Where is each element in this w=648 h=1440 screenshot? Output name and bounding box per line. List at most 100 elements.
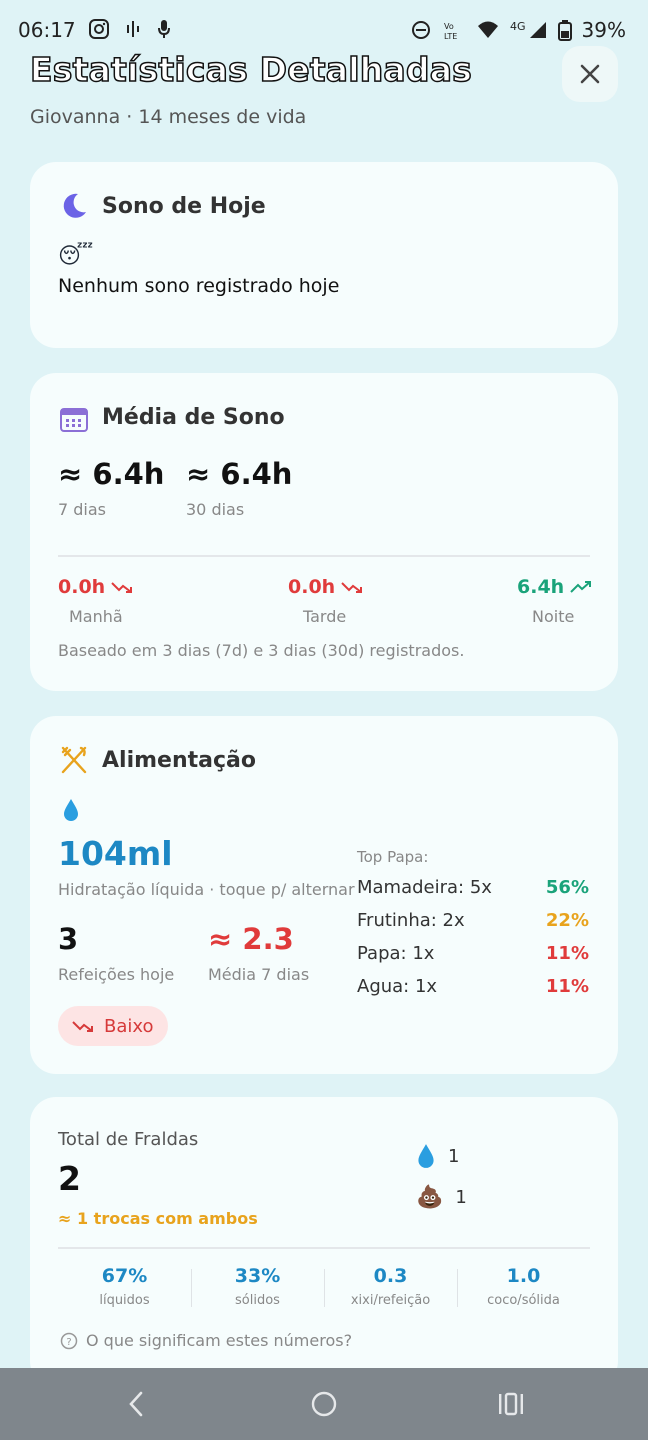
poop-count: 💩 1: [416, 1185, 467, 1210]
mic-icon: [158, 20, 170, 38]
help-link-label[interactable]: O que significam estes números?: [86, 1331, 353, 1350]
period-morning-hours: 0.0h: [58, 576, 106, 598]
svg-text:?: ?: [66, 1337, 71, 1348]
pee-count-value: 1: [448, 1145, 460, 1167]
top-food-pct: 11%: [545, 976, 589, 997]
svg-text:Vo: Vo: [444, 22, 454, 31]
meals-today-value: 3: [58, 922, 79, 956]
sleep-today-title: Sono de Hoje: [102, 194, 266, 219]
close-icon: [580, 64, 600, 84]
top-food-item: Agua: 1x 11%: [357, 976, 589, 997]
water-drop-icon: [64, 799, 78, 821]
diapers-total-value: 2: [58, 1159, 81, 1198]
top-food-item: Mamadeira: 5x 56%: [357, 877, 589, 898]
period-night-hours: 6.4h: [517, 576, 565, 598]
sleeping-emoji-icon: 😴: [58, 244, 94, 269]
dnd-icon: [412, 21, 431, 39]
trend-up-icon: [570, 581, 592, 593]
pee-count: 1: [416, 1143, 459, 1169]
stat-value: 67%: [101, 1265, 148, 1287]
meals-avg-label: Média 7 dias: [208, 965, 310, 984]
stat-pee-per-meal: 0.3 xixi/refeição: [324, 1265, 457, 1308]
stat-liquids: 67% líquidos: [58, 1265, 191, 1308]
status-badge-label: Baixo: [104, 1015, 154, 1037]
close-button[interactable]: [562, 46, 618, 102]
diapers-card: Total de Fraldas 2 ≈ 1 trocas com ambos …: [30, 1097, 618, 1387]
feeding-card: Alimentação 104ml Hidratação líquida · t…: [30, 716, 618, 1074]
page-subtitle: Giovanna · 14 meses de vida: [30, 106, 307, 128]
wifi-icon: [478, 21, 499, 38]
battery-percent: 39%: [581, 18, 626, 42]
status-time: 06:17: [18, 18, 76, 42]
avg-7d-label: 7 dias: [58, 500, 107, 519]
sleep-average-note: Baseado em 3 dias (7d) e 3 dias (30d) re…: [58, 641, 465, 660]
feeding-title: Alimentação: [102, 748, 256, 773]
period-night-value: 6.4h: [517, 576, 592, 598]
top-food-name: Frutinha: 2x: [357, 910, 465, 931]
meals-avg-value: ≈ 2.3: [208, 922, 294, 956]
top-foods-title: Top Papa:: [357, 848, 429, 866]
top-food-name: Mamadeira: 5x: [357, 877, 492, 898]
top-food-pct: 11%: [545, 943, 589, 964]
avg-7d-value: ≈ 6.4h: [58, 457, 165, 491]
stat-label: sólidos: [235, 1293, 280, 1308]
diapers-both-note: ≈ 1 trocas com ambos: [58, 1209, 258, 1228]
period-morning-label: Manhã: [69, 607, 123, 626]
avg-30d-value: ≈ 6.4h: [186, 457, 293, 491]
sleep-average-card: Média de Sono ≈ 6.4h 7 dias ≈ 6.4h 30 di…: [30, 373, 618, 691]
period-night-label: Noite: [532, 607, 575, 626]
calendar-icon: [60, 408, 88, 432]
divider: [58, 1247, 590, 1249]
moon-icon: [63, 193, 86, 218]
diapers-total-label: Total de Fraldas: [58, 1129, 199, 1150]
help-link[interactable]: ? O que significam estes números?: [60, 1331, 352, 1350]
recents-icon: [499, 1392, 523, 1416]
divider: [58, 555, 590, 557]
hydration-label[interactable]: Hidratação líquida · toque p/ alternar: [58, 880, 355, 899]
trend-down-icon: [72, 1021, 93, 1032]
stat-value: 33%: [234, 1265, 281, 1287]
poop-icon: 💩: [416, 1185, 444, 1210]
top-food-name: Agua: 1x: [357, 976, 438, 997]
poop-count-value: 1: [455, 1187, 467, 1208]
top-food-item: Frutinha: 2x 22%: [357, 910, 589, 931]
recents-button[interactable]: [493, 1386, 529, 1422]
trend-down-icon: [111, 582, 133, 593]
top-food-name: Papa: 1x: [357, 943, 435, 964]
sleep-average-title: Média de Sono: [102, 405, 285, 430]
hydration-value[interactable]: 104ml: [58, 834, 173, 873]
home-icon: [311, 1391, 337, 1417]
avg-30d-label: 30 dias: [186, 500, 245, 519]
top-food-item: Papa: 1x 11%: [357, 943, 589, 964]
period-afternoon-label: Tarde: [303, 607, 347, 626]
period-afternoon-hours: 0.0h: [288, 576, 336, 598]
trend-down-icon: [341, 582, 363, 593]
svg-text:LTE: LTE: [444, 32, 457, 41]
back-button[interactable]: [118, 1386, 154, 1422]
water-drop-icon: [418, 1144, 434, 1168]
stat-value: 0.3: [373, 1265, 408, 1287]
status-bar: 06:17 Vo LTE 4G 39%: [0, 0, 648, 62]
meals-today-label: Refeições hoje: [58, 965, 175, 984]
home-button[interactable]: [306, 1386, 342, 1422]
diaper-stats: 67% líquidos 33% sólidos 0.3 xixi/refeiç…: [58, 1265, 590, 1308]
stat-value: 1.0: [506, 1265, 541, 1287]
status-badge: Baixo: [58, 1006, 168, 1046]
instagram-icon: [89, 19, 109, 39]
stat-label: líquidos: [99, 1293, 150, 1308]
help-icon: ?: [60, 1332, 78, 1349]
stat-label: coco/sólida: [487, 1293, 560, 1308]
stat-poop-per-solid: 1.0 coco/sólida: [457, 1265, 590, 1308]
signal-icon: [529, 22, 546, 38]
network-type: 4G: [510, 19, 526, 33]
utensils-icon: [61, 746, 87, 774]
page-title: Estatísticas Detalhadas: [29, 49, 473, 90]
top-food-pct: 56%: [545, 877, 589, 898]
sleep-empty-message: Nenhum sono registrado hoje: [58, 275, 340, 297]
stat-solids: 33% sólidos: [191, 1265, 324, 1308]
battery-icon: [557, 20, 572, 41]
sleep-today-card: Sono de Hoje 😴 Nenhum sono registrado ho…: [30, 162, 618, 348]
period-morning-value: 0.0h: [58, 576, 133, 598]
audio-icon: [127, 21, 139, 37]
